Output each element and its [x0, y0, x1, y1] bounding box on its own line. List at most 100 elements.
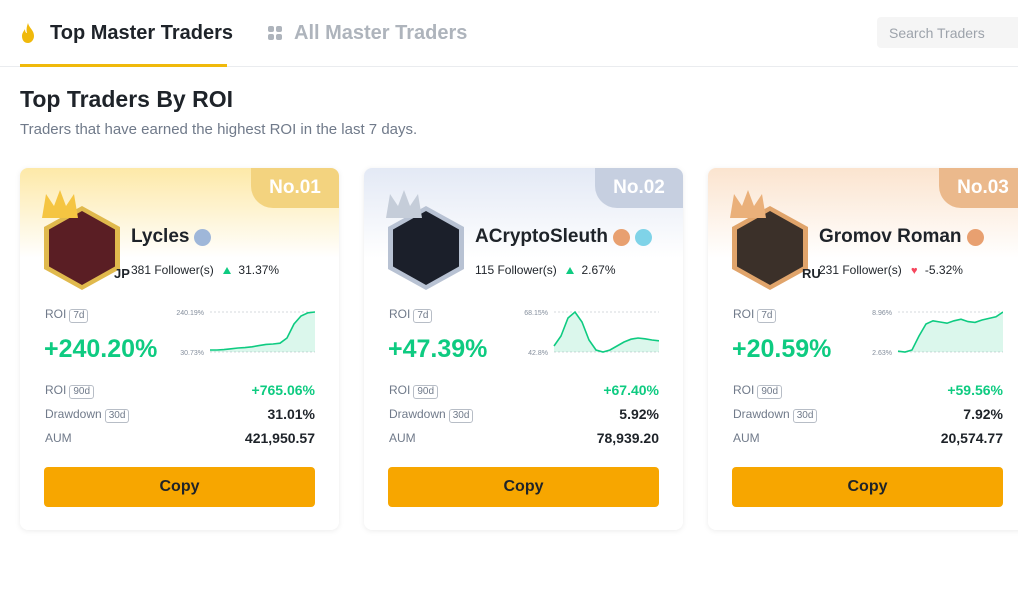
- roi-7d-value: +20.59%: [732, 335, 832, 363]
- follower-info: 381 Follower(s) 31.37%: [131, 263, 279, 277]
- roi-90d-label: ROI 90d: [389, 383, 439, 399]
- tab-top-master-traders[interactable]: Top Master Traders: [20, 20, 233, 46]
- roi-90d-value: +67.40%: [603, 382, 659, 398]
- drawdown-label: Drawdown 30d: [45, 407, 130, 423]
- country-code: JP: [114, 266, 130, 281]
- copy-button[interactable]: Copy: [732, 467, 1003, 507]
- follower-info: 115 Follower(s) 2.67%: [475, 263, 616, 277]
- follower-count: 231 Follower(s): [819, 263, 902, 277]
- roi-7d-label: ROI 7d: [389, 307, 433, 323]
- period-30d-pill: 30d: [448, 409, 474, 423]
- chart-max-label: 68.15%: [524, 310, 548, 317]
- drawdown-label-text: Drawdown: [733, 407, 790, 421]
- section-title: Top Traders By ROI: [20, 86, 234, 112]
- avatar[interactable]: RU: [722, 188, 822, 290]
- chart-min-label: 2.63%: [872, 350, 892, 357]
- trader-name[interactable]: Gromov Roman: [819, 226, 984, 248]
- period-90d-pill: 90d: [757, 385, 783, 399]
- crown-icon: [730, 190, 766, 218]
- drawdown-label-text: Drawdown: [45, 407, 102, 421]
- grid-icon: [268, 26, 282, 40]
- roi-label-text: ROI: [733, 383, 755, 397]
- roi-sparkline: 68.15% 42.8%: [524, 310, 659, 357]
- aum-value: 78,939.20: [596, 430, 659, 446]
- follower-change: 31.37%: [238, 263, 280, 277]
- avatar[interactable]: JP: [34, 188, 134, 290]
- drawdown-label: Drawdown 30d: [733, 407, 818, 423]
- roi-7d-label: ROI 7d: [733, 307, 777, 323]
- aum-label: AUM: [733, 431, 760, 445]
- drawdown-value: 5.92%: [619, 406, 659, 422]
- aum-label: AUM: [45, 431, 72, 445]
- tab-all-master-traders[interactable]: All Master Traders: [268, 20, 467, 46]
- roi-7d-value: +240.20%: [44, 335, 158, 363]
- roi-label-text: ROI: [733, 307, 755, 321]
- trader-name[interactable]: Lycles: [131, 226, 212, 248]
- trader-card[interactable]: No.01 JP Lycles 381 Follower(s) 31.37% R…: [20, 168, 339, 530]
- trader-name[interactable]: ACryptoSleuth: [475, 226, 652, 248]
- period-30d-pill: 30d: [104, 409, 130, 423]
- triangle-up-icon: [566, 267, 575, 274]
- rank-badge: No.01: [251, 168, 339, 208]
- follower-change: -5.32%: [924, 263, 963, 277]
- period-7d-pill: 7d: [69, 309, 89, 323]
- roi-90d-label: ROI 90d: [45, 383, 95, 399]
- period-90d-pill: 90d: [69, 385, 95, 399]
- follower-count: 115 Follower(s): [475, 263, 557, 277]
- trader-name-text: ACryptoSleuth: [475, 226, 608, 247]
- sparkline-area: [210, 312, 315, 352]
- level-badge-icon: [966, 228, 984, 246]
- verified-badge-icon: [635, 228, 652, 246]
- trader-card[interactable]: No.02 ACryptoSleuth 115 Follower(s) 2.67…: [364, 168, 683, 530]
- period-7d-pill: 7d: [757, 309, 777, 323]
- follower-change: 2.67%: [581, 263, 616, 277]
- roi-7d-label: ROI 7d: [45, 307, 89, 323]
- level-badge-icon: [613, 228, 630, 246]
- chart-min-label: 30.73%: [180, 350, 204, 357]
- rank-badge: No.03: [939, 168, 1018, 208]
- aum-value: 421,950.57: [244, 430, 315, 446]
- rank-badge: No.02: [595, 168, 683, 208]
- tab-top-label: Top Master Traders: [50, 21, 234, 44]
- section-subtitle: Traders that have earned the highest ROI…: [20, 121, 418, 138]
- trader-name-text: Gromov Roman: [819, 226, 962, 247]
- flame-icon: [22, 23, 34, 43]
- period-30d-pill: 30d: [792, 409, 818, 423]
- active-tab-indicator: [20, 64, 227, 67]
- roi-90d-value: +765.06%: [251, 382, 315, 398]
- level-badge-icon: [194, 228, 212, 246]
- roi-7d-value: +47.39%: [388, 335, 488, 363]
- chart-max-label: 240.19%: [176, 310, 204, 317]
- period-7d-pill: 7d: [413, 309, 433, 323]
- sparkline-area: [554, 312, 659, 352]
- crown-icon: [42, 190, 78, 218]
- crown-icon: [386, 190, 422, 218]
- country-code: RU: [802, 266, 821, 281]
- drawdown-label-text: Drawdown: [389, 407, 446, 421]
- roi-label-text: ROI: [45, 307, 67, 321]
- roi-sparkline: 240.19% 30.73%: [176, 310, 315, 357]
- follower-count: 381 Follower(s): [131, 263, 214, 277]
- sparkline-line: [210, 311, 315, 351]
- drawdown-label: Drawdown 30d: [389, 407, 474, 423]
- top-nav: Top Master Traders All Master Traders Se…: [0, 0, 1018, 67]
- heart-icon: ♥: [911, 265, 918, 277]
- roi-label-text: ROI: [389, 307, 411, 321]
- roi-90d-label: ROI 90d: [733, 383, 783, 399]
- roi-sparkline: 8.96% 2.63%: [872, 310, 1003, 357]
- search-input[interactable]: Search Traders: [877, 17, 1018, 48]
- copy-button[interactable]: Copy: [44, 467, 315, 507]
- avatar[interactable]: [378, 188, 478, 290]
- copy-button[interactable]: Copy: [388, 467, 659, 507]
- chart-min-label: 42.8%: [528, 350, 548, 357]
- tab-all-label: All Master Traders: [294, 21, 468, 44]
- roi-label-text: ROI: [45, 383, 67, 397]
- period-90d-pill: 90d: [413, 385, 439, 399]
- chart-max-label: 8.96%: [872, 310, 892, 317]
- aum-value: 20,574.77: [940, 430, 1003, 446]
- trader-card[interactable]: No.03 RU Gromov Roman 231 Follower(s) ♥ …: [708, 168, 1018, 530]
- trader-name-text: Lycles: [131, 226, 190, 247]
- follower-info: 231 Follower(s) ♥ -5.32%: [819, 263, 963, 277]
- drawdown-value: 7.92%: [963, 406, 1003, 422]
- roi-label-text: ROI: [389, 383, 411, 397]
